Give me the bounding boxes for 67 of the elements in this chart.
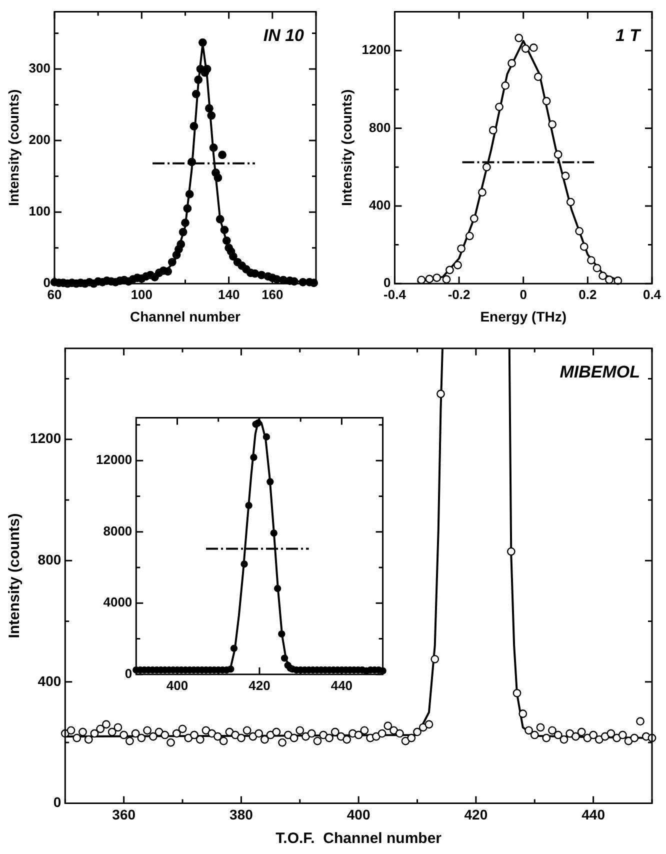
annotation: MIBEMOL: [560, 362, 640, 382]
x-tick-label: 400: [346, 806, 370, 822]
y-tick-label: 12000: [96, 452, 132, 468]
point: [488, 126, 498, 134]
point: [561, 172, 570, 180]
point: [495, 102, 504, 112]
point: [501, 81, 510, 90]
point: [534, 72, 542, 82]
point: [417, 276, 426, 284]
x-axis-title: T.O.F. Channel number: [276, 830, 442, 848]
point: [575, 226, 584, 236]
y-tick-label: 1200: [362, 42, 391, 58]
point: [529, 44, 538, 52]
point: [446, 266, 454, 274]
y-tick-label: 800: [38, 552, 62, 568]
y-tick-label: 8000: [103, 523, 132, 538]
point: [454, 260, 462, 270]
y-axis-title: Intensity (counts): [338, 89, 354, 206]
point: [465, 232, 474, 240]
y-tick-label: 0: [53, 794, 62, 810]
y-tick-label: 100: [28, 204, 50, 219]
x-tick-label: 420: [248, 678, 270, 693]
point: [457, 244, 466, 253]
point: [432, 274, 442, 282]
y-tick-label: 0: [124, 666, 132, 681]
y-tick-label: 300: [28, 60, 50, 76]
point: [592, 264, 602, 272]
point: [580, 242, 588, 251]
point: [598, 272, 607, 280]
y-tick-label: 800: [369, 120, 391, 135]
y-axis-title: Intensity (counts): [6, 513, 24, 638]
y-tick-label: 4000: [103, 594, 132, 610]
x-tick-label: 440: [330, 678, 353, 693]
point: [514, 34, 524, 42]
x-axis-title: Channel number: [130, 308, 242, 324]
x-tick-label: 160: [262, 286, 284, 302]
x-tick-label: 420: [464, 806, 488, 822]
point: [508, 59, 516, 68]
x-tick-label: 400: [166, 678, 188, 693]
point: [587, 256, 596, 265]
x-tick-label: 380: [230, 806, 254, 822]
y-tick-label: 1200: [30, 430, 62, 446]
x-tick-label: -0.2: [448, 286, 470, 302]
point: [548, 120, 557, 129]
point: [542, 96, 551, 106]
point: [478, 188, 486, 197]
point: [554, 150, 562, 159]
point: [482, 162, 491, 172]
point: [566, 198, 575, 206]
y-axis-title: Intensity (counts): [5, 89, 22, 206]
x-tick-label: 360: [112, 806, 136, 822]
y-tick-label: 400: [369, 198, 391, 213]
point: [470, 214, 478, 223]
y-tick-label: 200: [28, 132, 50, 148]
point: [442, 275, 451, 284]
x-tick-label: 100: [130, 286, 153, 302]
x-tick-label: 440: [582, 806, 606, 822]
x-tick-label: 140: [218, 286, 240, 302]
x-tick-label: 0.4: [642, 286, 662, 302]
x-tick-label: 0.2: [578, 286, 597, 302]
point: [425, 274, 434, 284]
point: [521, 44, 530, 53]
x-tick-label: 0: [520, 286, 527, 302]
annotation: IN 10: [263, 26, 305, 45]
annotation: 1 T: [615, 26, 642, 45]
x-axis-title: Energy (THz): [480, 308, 567, 324]
point: [605, 276, 614, 284]
